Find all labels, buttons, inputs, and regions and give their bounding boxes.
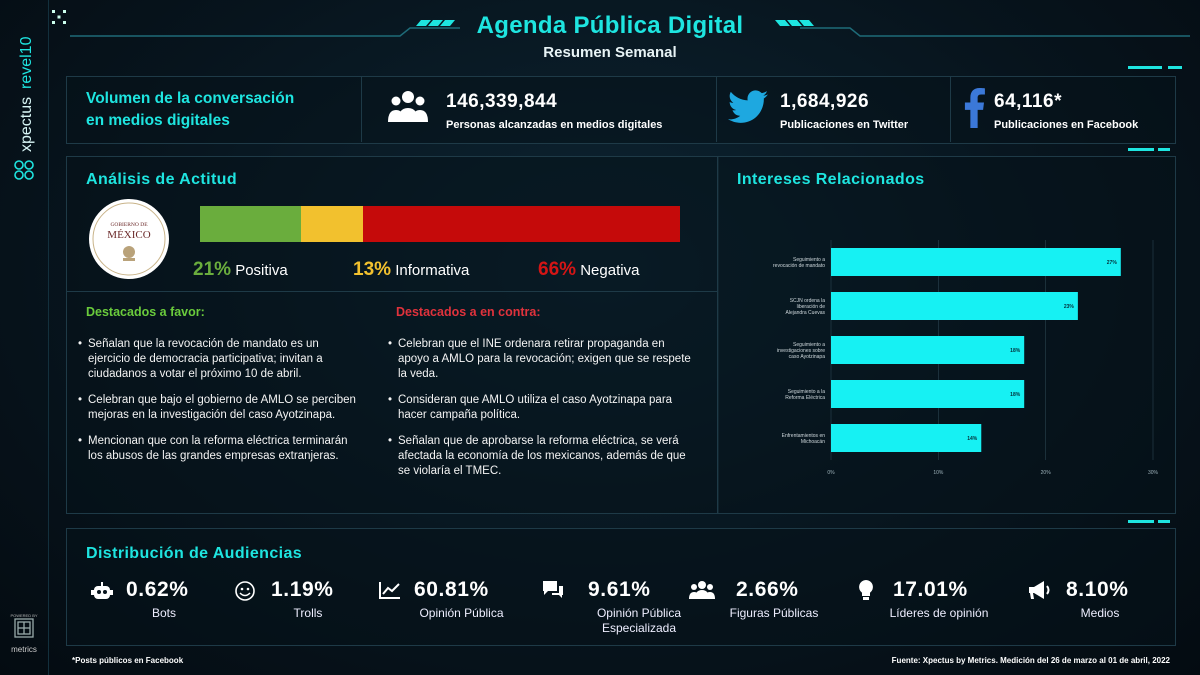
interests-bar-chart: 0% 10% 20% 30% 27% Seguimiento a revocación de…: [773, 240, 1159, 476]
informative-pct: 13%: [353, 259, 392, 280]
informative-stat: 13% Informativa: [353, 259, 469, 281]
list-item: Mencionan que con la reforma eléctrica t…: [78, 434, 363, 464]
attitude-bar: [200, 206, 680, 242]
specialized-opinion-label: Opinión Pública Especializada: [596, 606, 682, 635]
interests-panel: [717, 156, 1176, 514]
users-icon: [689, 581, 715, 599]
audience-panel: [66, 528, 1176, 646]
list-item: Consideran que AMLO utiliza el caso Ayot…: [388, 393, 698, 423]
category-label: Seguimiento a la Reforma Eléctrica: [785, 389, 825, 401]
trolls-label: Trolls: [293, 606, 323, 620]
corner-grid-icon: [52, 10, 66, 24]
public-opinion-label: Opinión Pública: [419, 606, 504, 620]
powered-by-label: POWERED BY: [10, 613, 37, 618]
twitter-label: Publicaciones en Twitter: [780, 119, 909, 131]
public-opinion-value: 60.81%: [414, 578, 489, 601]
facebook-value: 64,116*: [994, 91, 1062, 112]
page-title: Agenda Pública Digital: [476, 12, 744, 39]
people-group-icon: [388, 91, 428, 122]
list-item: Celebran que bajo el gobierno de AMLO se…: [78, 393, 363, 423]
negative-stat: 66% Negativa: [538, 259, 639, 281]
x-tick-label: 20%: [1041, 470, 1052, 476]
bar: [831, 292, 1078, 320]
media-label: Medios: [1080, 606, 1120, 620]
facebook-label: Publicaciones en Facebook: [994, 119, 1139, 131]
bar-value-label: 14%: [967, 436, 978, 442]
twitter-value: 1,684,926: [780, 91, 870, 112]
twitter-icon: [728, 90, 768, 123]
bar-value-label: 18%: [1010, 348, 1021, 354]
list-item: Celebran que el INE ordenara retirar pro…: [388, 337, 698, 382]
megaphone-icon: [1029, 581, 1050, 599]
positive-pct: 21%: [193, 259, 232, 280]
metrics-logo: POWERED BY metrics: [10, 613, 37, 654]
volume-title: Volumen de la conversación en medios dig…: [86, 88, 294, 132]
bar-value-label: 27%: [1107, 260, 1118, 266]
attitude-bar-informative: [300, 206, 364, 242]
category-label: Seguimiento a revocación de mandato: [773, 257, 825, 269]
x-tick-label: 30%: [1148, 470, 1159, 476]
bar-value-label: 18%: [1010, 392, 1021, 398]
chat-bubbles-icon: [543, 581, 563, 598]
lightbulb-icon: [859, 580, 873, 600]
reach-value: 146,339,844: [446, 91, 558, 112]
bar: [831, 424, 982, 452]
favor-title: Destacados a favor:: [86, 305, 205, 319]
public-figures-label: Figuras Públicas: [729, 606, 819, 620]
gobierno-mexico-seal: GOBIERNO DE MÉXICO: [89, 199, 169, 279]
bots-value: 0.62%: [126, 578, 189, 601]
footer-source: Fuente: Xpectus by Metrics. Medición del…: [891, 656, 1170, 665]
attitude-title: Análisis de Actitud: [86, 171, 238, 188]
interests-title: Intereses Relacionados: [737, 171, 925, 188]
troll-face-icon: [235, 581, 255, 601]
favor-list: Señalan que la revocación de mandato es …: [78, 337, 363, 475]
category-label: SCJN ordena la liberación de Alejandra Cue…: [786, 298, 826, 316]
category-label: Seguimiento a investigaciones sobre caso A…: [777, 342, 825, 360]
robot-icon: [91, 582, 113, 599]
seal-line1: GOBIERNO DE: [110, 222, 148, 228]
footer-note: *Posts públicos en Facebook: [72, 656, 184, 665]
opinion-leaders-value: 17.01%: [893, 578, 968, 601]
trolls-value: 1.19%: [271, 578, 334, 601]
list-item: Señalan que la revocación de mandato es …: [78, 337, 363, 382]
attitude-bar-negative: [363, 206, 680, 242]
bar-value-label: 23%: [1064, 304, 1075, 310]
xpectus-logo: xpectus revel10: [14, 36, 35, 180]
x-tick-label: 0%: [827, 470, 835, 476]
media-value: 8.10%: [1066, 578, 1129, 601]
bar: [831, 248, 1121, 276]
negative-label: Negativa: [580, 262, 640, 279]
brand-xpectus: xpectus: [18, 97, 35, 152]
seal-line2: MÉXICO: [107, 229, 150, 241]
stats-panel: [66, 76, 1176, 144]
bar: [831, 380, 1025, 408]
opinion-leaders-label: Líderes de opinión: [889, 606, 989, 620]
brand-revel10: revel10: [18, 36, 35, 89]
category-label: Enfrentamientos en Michoacán: [782, 433, 826, 445]
informative-label: Informativa: [395, 262, 470, 279]
reach-label: Personas alcanzadas en medios digitales: [446, 119, 663, 131]
metrics-label: metrics: [11, 645, 37, 654]
sidebar: xpectus revel10 POWERED BY metrics: [0, 0, 66, 675]
bar: [831, 336, 1025, 364]
volume-title-line1: Volumen de la conversación: [86, 90, 295, 107]
line-chart-icon: [379, 582, 400, 599]
volume-title-line2: en medios digitales: [86, 112, 230, 129]
page-subtitle: Resumen Semanal: [543, 44, 677, 61]
x-tick-label: 10%: [933, 470, 944, 476]
against-title: Destacados a en contra:: [396, 305, 541, 319]
attitude-bar-positive: [200, 206, 301, 242]
negative-pct: 66%: [538, 259, 577, 280]
bots-label: Bots: [151, 606, 176, 620]
header-frame: [70, 20, 1190, 69]
positive-stat: 21% Positiva: [193, 259, 288, 281]
audience-title: Distribución de Audiencias: [86, 545, 303, 562]
against-list: Celebran que el INE ordenara retirar pro…: [388, 337, 698, 490]
public-figures-value: 2.66%: [736, 578, 799, 601]
specialized-opinion-value: 9.61%: [588, 578, 651, 601]
facebook-icon: [964, 88, 985, 128]
list-item: Señalan que de aprobarse la reforma eléc…: [388, 434, 698, 479]
positive-label: Positiva: [235, 262, 288, 279]
